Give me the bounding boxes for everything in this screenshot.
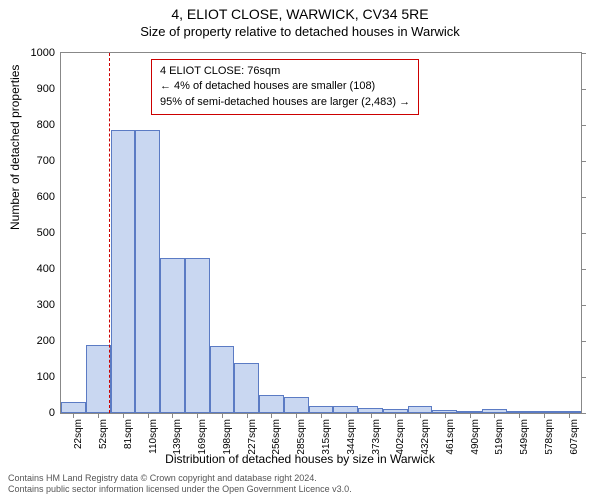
y-tick: 900	[37, 83, 61, 95]
y-tick: 600	[37, 191, 61, 203]
histogram-bar	[185, 258, 210, 413]
histogram-bar	[61, 402, 86, 413]
histogram-bar	[309, 406, 334, 413]
histogram-bar	[86, 345, 111, 413]
y-tick: 500	[37, 227, 61, 239]
histogram-bar	[259, 395, 284, 413]
footer-line1: Contains HM Land Registry data © Crown c…	[8, 473, 352, 485]
x-axis-label: Distribution of detached houses by size …	[0, 452, 600, 466]
y-tick: 1000	[31, 47, 61, 59]
histogram-bar	[210, 346, 235, 413]
x-tick: 519sqm	[494, 419, 505, 455]
x-tick: 22sqm	[73, 419, 84, 449]
title-main: 4, ELIOT CLOSE, WARWICK, CV34 5RE	[0, 0, 600, 22]
x-tick: 402sqm	[395, 419, 406, 455]
plot-area: 4 ELIOT CLOSE: 76sqm ← 4% of detached ho…	[60, 52, 582, 414]
histogram-bar	[408, 406, 433, 413]
x-tick: 139sqm	[172, 419, 183, 455]
x-tick: 490sqm	[470, 419, 481, 455]
x-tick: 607sqm	[569, 419, 580, 455]
histogram-bar	[111, 130, 136, 413]
x-tick: 315sqm	[321, 419, 332, 455]
annotation-box: 4 ELIOT CLOSE: 76sqm ← 4% of detached ho…	[151, 59, 419, 115]
annotation-line2: ← 4% of detached houses are smaller (108…	[160, 79, 410, 94]
x-tick: 169sqm	[197, 419, 208, 455]
x-tick: 578sqm	[544, 419, 555, 455]
chart-container: 4, ELIOT CLOSE, WARWICK, CV34 5RE Size o…	[0, 0, 600, 500]
x-tick: 110sqm	[148, 419, 159, 454]
y-tick: 300	[37, 299, 61, 311]
x-tick: 344sqm	[346, 419, 357, 455]
histogram-bar	[234, 363, 259, 413]
x-tick: 52sqm	[98, 419, 109, 449]
y-tick: 100	[37, 371, 61, 383]
x-tick: 81sqm	[123, 419, 134, 449]
histogram-bar	[135, 130, 160, 413]
x-tick: 198sqm	[222, 419, 233, 455]
y-tick: 400	[37, 263, 61, 275]
x-tick: 256sqm	[271, 419, 282, 455]
title-sub: Size of property relative to detached ho…	[0, 22, 600, 39]
x-tick: 227sqm	[247, 419, 258, 455]
x-tick: 432sqm	[420, 419, 431, 455]
y-tick: 800	[37, 119, 61, 131]
y-tick: 200	[37, 335, 61, 347]
histogram-bar	[160, 258, 185, 413]
histogram-bar	[333, 406, 358, 413]
footer-line2: Contains public sector information licen…	[8, 484, 352, 496]
annotation-line1: 4 ELIOT CLOSE: 76sqm	[160, 64, 410, 79]
property-marker-line	[109, 53, 110, 413]
histogram-bar	[284, 397, 309, 413]
footer: Contains HM Land Registry data © Crown c…	[8, 473, 352, 496]
y-tick: 700	[37, 155, 61, 167]
annotation-line3: 95% of semi-detached houses are larger (…	[160, 95, 410, 110]
x-tick: 285sqm	[296, 419, 307, 455]
x-tick: 373sqm	[371, 419, 382, 455]
x-tick: 549sqm	[519, 419, 530, 455]
x-tick: 461sqm	[445, 419, 456, 455]
y-tick: 0	[49, 407, 61, 419]
y-axis-label: Number of detached properties	[8, 65, 22, 230]
